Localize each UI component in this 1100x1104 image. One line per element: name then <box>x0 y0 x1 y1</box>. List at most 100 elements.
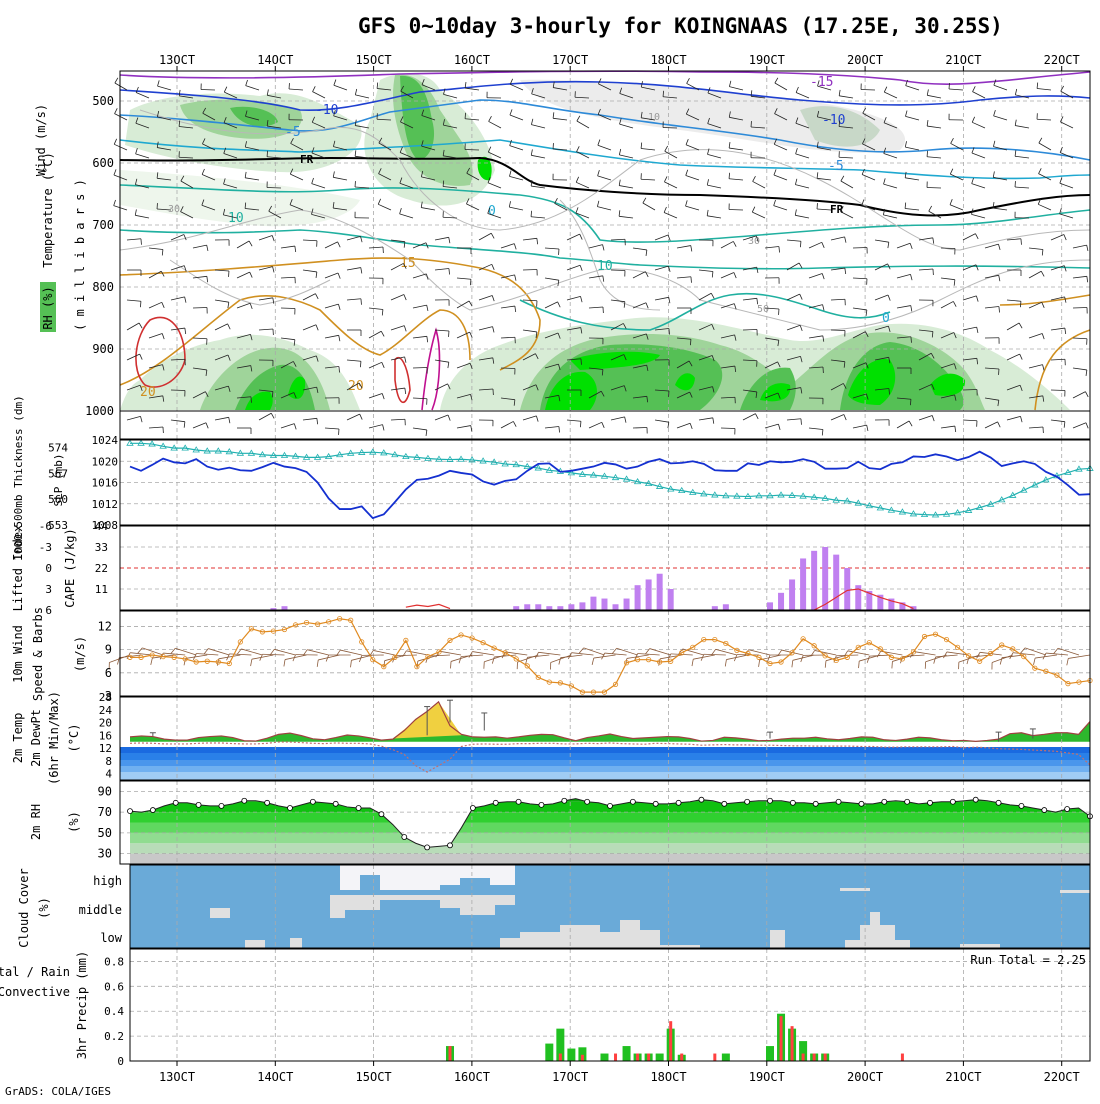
rh-point <box>950 799 955 804</box>
upper-wind-barb-flag <box>267 151 268 157</box>
cape-bar <box>635 585 641 610</box>
cape-bar <box>789 579 795 610</box>
wind-ytick: 9 <box>105 643 112 657</box>
label-t-minus5: -5 <box>285 125 301 140</box>
rh-ytick: 70 <box>98 805 112 819</box>
upper-wind-barb-flag <box>531 211 532 217</box>
thickness-ytick: 574 <box>48 441 68 454</box>
rh-point <box>722 801 727 806</box>
rh-point <box>196 802 201 807</box>
upper-wind-barb-flag <box>1020 301 1021 307</box>
cape-ytick: 11 <box>95 583 108 596</box>
label-rh50: 50 <box>757 304 769 315</box>
rh-point <box>1019 803 1024 808</box>
temp-ytick: 20 <box>99 717 112 730</box>
rh-point <box>333 801 338 806</box>
rh-point <box>630 799 635 804</box>
temp-ytick: 28 <box>99 691 112 704</box>
lifted-ytick: 0 <box>45 562 52 575</box>
precip-total-bar <box>722 1054 730 1061</box>
wind-ylabel-3: (m/s) <box>73 636 87 672</box>
cape-ytick: 33 <box>95 541 108 554</box>
upper-ytick: 800 <box>92 280 114 294</box>
cape-bar <box>778 593 784 610</box>
upper-wind-barb-flag <box>581 359 582 365</box>
chart-title: GFS 0~10day 3-hourly for KOINGNAAS (17.2… <box>358 14 1003 38</box>
temp-ylabel-1: 2m Temp <box>11 713 25 764</box>
upper-ylabel-rh: RH (%) <box>41 286 55 329</box>
upper-wind-barb-flag <box>251 397 252 403</box>
upper-wind-barb-flag <box>141 239 142 245</box>
cape-ylabel-cape: CAPE (J/kg) <box>63 528 77 607</box>
cape-bar <box>723 604 729 610</box>
temp-ytick: 24 <box>99 704 113 717</box>
label-t-10b: 10 <box>597 259 613 274</box>
upper-ylabel-temp: Temperature (°C) <box>41 152 55 268</box>
rh-point <box>1042 808 1047 813</box>
temp-band-5 <box>120 772 1090 780</box>
lifted-ytick: 6 <box>45 604 52 617</box>
temp-ytick: 16 <box>99 729 112 742</box>
rh-point <box>1065 807 1070 812</box>
slp-ytick: 1012 <box>92 498 119 511</box>
lifted-ytick: -3 <box>39 541 52 554</box>
rh-point <box>128 809 133 814</box>
cloud-level-middle: middle <box>79 903 122 917</box>
cloud-ylabel-unit: (%) <box>37 897 51 919</box>
upper-wind-barb-flag <box>800 241 801 247</box>
precip-ytick: 0.8 <box>104 955 124 968</box>
cape-bar <box>601 599 607 610</box>
x-tick-bottom: 19OCT <box>749 1070 785 1084</box>
rh-point <box>425 845 430 850</box>
x-tick-top: 20OCT <box>847 53 883 67</box>
cape-bar <box>646 579 652 610</box>
temp-band-4 <box>120 766 1090 772</box>
cape-bar <box>657 574 663 610</box>
rh-point <box>768 798 773 803</box>
rh-band <box>130 812 1090 822</box>
upper-wind-barb-flag <box>1021 239 1022 245</box>
temp-ylabel-unit: (°C) <box>67 724 81 753</box>
x-tick-bottom: 20OCT <box>847 1070 883 1084</box>
x-tick-bottom: 14OCT <box>257 1070 293 1084</box>
cape-bar <box>844 568 850 610</box>
upper-wind-barb-flag <box>911 337 912 343</box>
rh-point <box>516 799 521 804</box>
rh-point <box>356 805 361 810</box>
precip-conv-bar <box>780 1016 783 1061</box>
cape-bar <box>579 602 585 610</box>
rh-point <box>150 808 155 813</box>
cloud-panel: high middle low Cloud Cover (%) <box>17 865 1090 948</box>
label-t-0b: 0 <box>882 311 890 326</box>
cape-bar <box>524 604 530 610</box>
precip-conv-bar <box>636 1054 639 1061</box>
precip-conv-bar <box>669 1021 672 1061</box>
rh-point <box>219 803 224 808</box>
precip-total-bar <box>600 1054 608 1061</box>
cape-bar <box>281 606 287 610</box>
wind10-barb-flag <box>892 661 893 668</box>
cape-bar <box>557 606 563 610</box>
rh-point <box>288 805 293 810</box>
rh-point <box>836 799 841 804</box>
cape-bar <box>613 604 619 610</box>
label-fr: FR <box>300 153 314 166</box>
cape-bar <box>833 555 839 610</box>
upper-wind-barb-flag <box>140 301 141 307</box>
rh-ylabel: 2m RH <box>29 804 43 840</box>
label-t-10: 10 <box>228 211 244 226</box>
rh-point <box>699 797 704 802</box>
label-rh30: 30 <box>168 204 180 215</box>
rh-ytick: 90 <box>98 784 112 798</box>
precip-ytick: 0.2 <box>104 1030 124 1043</box>
x-tick-top: 19OCT <box>749 53 785 67</box>
upper-wind-barb-flag <box>910 399 911 405</box>
rh-point <box>265 800 270 805</box>
rh-point <box>493 800 498 805</box>
label-t-0: 0 <box>488 204 496 219</box>
rh-band <box>130 833 1090 843</box>
upper-ytick: 500 <box>92 94 114 108</box>
wind-ylabel-1: 10m Wind <box>11 625 25 683</box>
precip-total-bar <box>656 1054 664 1061</box>
